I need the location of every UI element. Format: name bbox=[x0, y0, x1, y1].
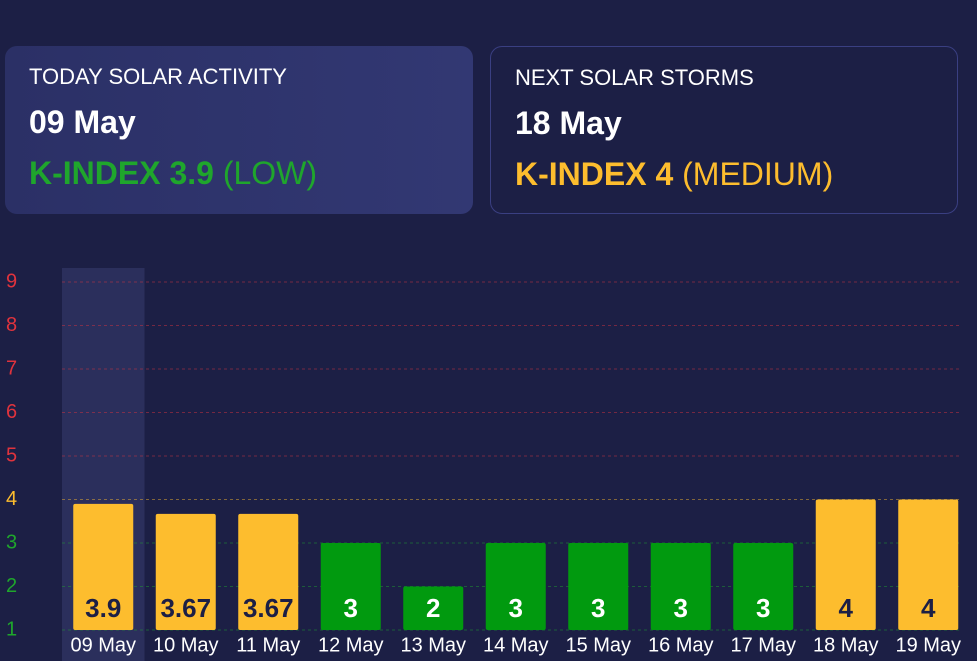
bar bbox=[155, 513, 216, 630]
x-tick-label: 17 May bbox=[730, 634, 796, 656]
card-index: K-INDEX 4 (MEDIUM) bbox=[515, 156, 933, 193]
bar bbox=[73, 503, 134, 630]
value-label: 3.67 bbox=[160, 593, 211, 623]
value-label: 3 bbox=[344, 593, 358, 623]
bar bbox=[403, 586, 464, 630]
x-tick-label: 12 May bbox=[318, 634, 384, 656]
x-tick-label: 10 May bbox=[153, 634, 219, 656]
bar bbox=[568, 543, 629, 630]
x-tick-label: 14 May bbox=[483, 634, 549, 656]
index-level: (LOW) bbox=[222, 155, 318, 191]
card-date: 18 May bbox=[515, 105, 622, 141]
bar bbox=[485, 543, 546, 630]
card-heading: NEXT SOLAR STORMS bbox=[515, 65, 754, 90]
value-label: 3.67 bbox=[243, 593, 294, 623]
index-label: K-INDEX 4 bbox=[515, 156, 674, 192]
x-tick-label: 19 May bbox=[895, 634, 961, 656]
card-index: K-INDEX 3.9 (LOW) bbox=[29, 155, 449, 192]
bar bbox=[238, 513, 299, 630]
bar bbox=[898, 499, 959, 630]
y-tick-label: 5 bbox=[6, 444, 17, 466]
y-tick-label: 3 bbox=[6, 531, 17, 553]
y-tick-label: 7 bbox=[6, 357, 17, 379]
x-tick-label: 13 May bbox=[400, 634, 466, 656]
x-tick-label: 18 May bbox=[813, 634, 879, 656]
bar bbox=[815, 499, 876, 630]
value-label: 3.9 bbox=[85, 593, 121, 623]
y-tick-label: 4 bbox=[6, 488, 17, 510]
bar bbox=[733, 543, 794, 630]
value-label: 4 bbox=[921, 593, 936, 623]
bar bbox=[320, 543, 381, 630]
value-label: 3 bbox=[674, 593, 688, 623]
y-tick-label: 1 bbox=[6, 618, 17, 640]
y-tick-label: 8 bbox=[6, 314, 17, 336]
index-label: K-INDEX 3.9 bbox=[29, 155, 214, 191]
y-tick-label: 6 bbox=[6, 401, 17, 423]
bar bbox=[650, 543, 711, 630]
card-heading: TODAY SOLAR ACTIVITY bbox=[29, 64, 287, 89]
index-level: (MEDIUM) bbox=[682, 156, 834, 192]
value-label: 2 bbox=[426, 593, 440, 623]
x-tick-label: 09 May bbox=[70, 634, 136, 656]
x-tick-label: 15 May bbox=[565, 634, 631, 656]
next-storm-card: NEXT SOLAR STORMS 18 May K-INDEX 4 (MEDI… bbox=[490, 46, 958, 214]
x-tick-label: 16 May bbox=[648, 634, 714, 656]
y-tick-label: 9 bbox=[6, 270, 17, 292]
today-card: TODAY SOLAR ACTIVITY 09 May K-INDEX 3.9 … bbox=[5, 46, 473, 214]
value-label: 3 bbox=[591, 593, 605, 623]
value-label: 4 bbox=[839, 593, 854, 623]
value-label: 3 bbox=[509, 593, 523, 623]
x-tick-label: 11 May bbox=[236, 634, 300, 656]
y-tick-label: 2 bbox=[6, 575, 17, 597]
value-label: 3 bbox=[756, 593, 770, 623]
card-date: 09 May bbox=[29, 104, 136, 140]
